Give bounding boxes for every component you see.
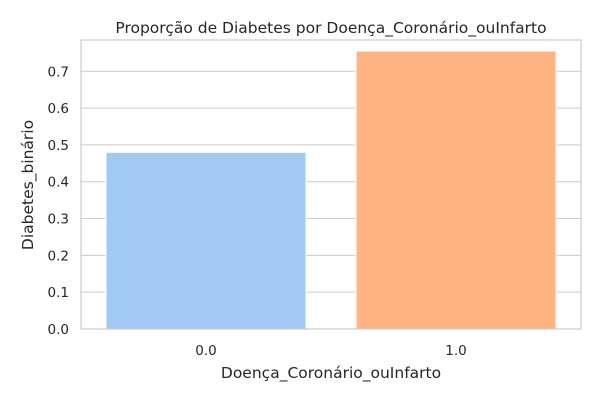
y-axis-label: Diabetes_binário [19,120,38,250]
x-tick-label: 0.0 [195,343,216,359]
y-tick-label: 0.3 [48,212,69,228]
y-tick-label: 0.5 [48,138,69,154]
bar-1.0 [355,50,557,330]
y-tick-label: 0.6 [48,101,69,117]
y-tick-label: 0.4 [48,175,69,191]
y-tick-label: 0.0 [48,322,69,338]
y-tick-label: 0.7 [48,64,69,80]
x-tick-labels: 0.0 1.0 [195,343,466,359]
plot-frame [80,39,582,330]
y-tick-labels: 0.0 0.1 0.2 0.3 0.4 0.5 0.6 0.7 [48,64,69,338]
bars [105,50,557,330]
y-tick-label: 0.1 [48,285,69,301]
bar-0.0 [105,151,307,330]
x-axis-label: Doença_Coronário_ouInfarto [221,364,441,383]
y-tick-label: 0.2 [48,248,69,264]
x-tick-label: 1.0 [445,343,466,359]
chart-title: Proporção de Diabetes por Doença_Coronár… [115,19,546,38]
